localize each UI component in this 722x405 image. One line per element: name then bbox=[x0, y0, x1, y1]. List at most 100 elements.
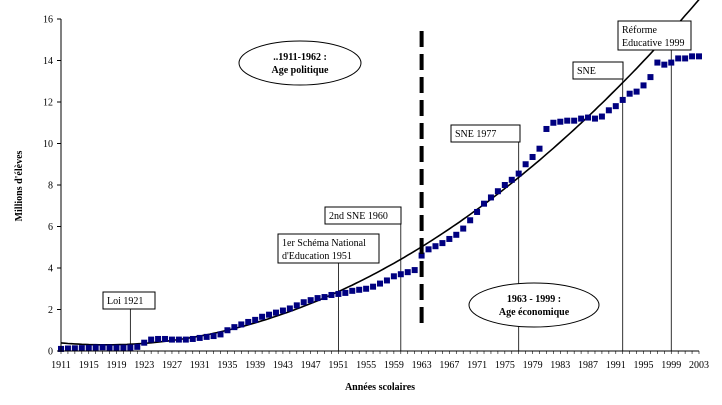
x-tick-label: 1915 bbox=[79, 360, 99, 371]
data-point bbox=[578, 115, 585, 122]
data-point bbox=[370, 283, 377, 290]
data-point bbox=[155, 335, 162, 342]
y-tick-label: 2 bbox=[48, 305, 53, 316]
x-tick-label: 1967 bbox=[439, 360, 459, 371]
data-point bbox=[272, 309, 279, 316]
data-point bbox=[210, 333, 217, 340]
x-tick-label: 1979 bbox=[523, 360, 543, 371]
period-label: Age politique bbox=[272, 65, 330, 76]
data-point bbox=[120, 344, 127, 351]
data-point bbox=[217, 331, 224, 338]
x-tick-label: 1947 bbox=[301, 360, 321, 371]
period-label: ..1911-1962 : bbox=[273, 52, 327, 63]
data-point bbox=[605, 107, 612, 114]
data-point bbox=[494, 188, 501, 195]
data-point bbox=[356, 286, 363, 293]
data-point bbox=[619, 96, 626, 103]
data-point bbox=[92, 344, 99, 351]
annotation-label: Educative 1999 bbox=[622, 38, 684, 49]
data-point bbox=[238, 321, 245, 328]
period-ellipse bbox=[238, 40, 362, 86]
data-point bbox=[307, 297, 314, 304]
data-point bbox=[245, 318, 252, 325]
x-tick-label: 1935 bbox=[217, 360, 237, 371]
data-point bbox=[182, 336, 189, 343]
data-point bbox=[543, 125, 550, 132]
data-point bbox=[85, 344, 92, 351]
data-point bbox=[231, 324, 238, 331]
data-point bbox=[113, 344, 120, 351]
data-point bbox=[467, 217, 474, 224]
annotation-label: 1er Schéma National bbox=[282, 238, 366, 249]
data-point bbox=[529, 153, 536, 160]
data-point bbox=[404, 269, 411, 276]
x-tick-label: 1991 bbox=[606, 360, 626, 371]
data-point bbox=[439, 240, 446, 247]
y-tick-label: 14 bbox=[43, 56, 53, 67]
annotation-label: d'Education 1951 bbox=[282, 251, 352, 262]
data-point bbox=[612, 103, 619, 110]
data-point bbox=[668, 59, 675, 66]
data-point bbox=[196, 334, 203, 341]
x-tick-label: 1911 bbox=[51, 360, 71, 371]
annotation-box bbox=[617, 20, 692, 51]
data-point bbox=[508, 176, 515, 183]
data-point bbox=[654, 59, 661, 66]
data-point bbox=[661, 61, 668, 68]
y-tick-label: 8 bbox=[48, 181, 53, 192]
data-point bbox=[168, 336, 175, 343]
data-point bbox=[550, 119, 557, 126]
data-point bbox=[425, 246, 432, 253]
trend-line bbox=[60, 0, 700, 346]
data-point bbox=[481, 200, 488, 207]
annotation-box bbox=[324, 206, 402, 225]
data-point bbox=[266, 311, 273, 318]
x-tick-label: 1987 bbox=[578, 360, 598, 371]
y-tick-label: 16 bbox=[43, 15, 53, 26]
annotation-label: Réforme bbox=[622, 25, 658, 36]
y-tick-label: 0 bbox=[48, 347, 53, 358]
data-point bbox=[536, 145, 543, 152]
data-point bbox=[675, 55, 682, 62]
y-tick-label: 10 bbox=[43, 139, 53, 150]
data-point bbox=[501, 182, 508, 188]
data-point bbox=[411, 267, 418, 274]
x-tick-label: 1919 bbox=[106, 360, 126, 371]
data-point bbox=[134, 343, 141, 350]
x-tick-label: 1983 bbox=[550, 360, 570, 371]
x-tick-label: 1975 bbox=[495, 360, 515, 371]
data-point bbox=[189, 335, 196, 342]
annotation-box bbox=[572, 61, 624, 80]
y-axis-label: Millions d'élèves bbox=[14, 150, 25, 221]
annotation-label: Loi 1921 bbox=[107, 296, 143, 307]
data-point bbox=[203, 333, 210, 340]
data-point bbox=[321, 294, 328, 301]
data-point bbox=[564, 117, 571, 124]
data-point bbox=[99, 344, 106, 351]
data-point bbox=[71, 345, 78, 352]
data-point bbox=[363, 285, 370, 292]
x-tick-label: 2003 bbox=[689, 360, 709, 371]
data-point bbox=[64, 345, 71, 352]
data-point bbox=[377, 280, 383, 287]
annotation-box bbox=[450, 124, 521, 143]
data-point bbox=[342, 289, 349, 296]
data-point bbox=[335, 290, 342, 297]
data-point bbox=[259, 313, 266, 320]
data-point bbox=[390, 273, 397, 280]
data-point bbox=[591, 115, 598, 122]
y-tick-label: 4 bbox=[48, 264, 53, 275]
data-point bbox=[314, 295, 321, 302]
x-tick-label: 1927 bbox=[162, 360, 182, 371]
data-point bbox=[571, 117, 578, 124]
axes: 0 2 4 6 8 10 12 14 16 1911 1915 1919 1923 1927 1931 193… bbox=[43, 15, 709, 372]
period-labels: ..1911-1962 : Age politique 1963 - 1999 : A… bbox=[238, 40, 600, 328]
x-tick-label: 1939 bbox=[245, 360, 265, 371]
data-point bbox=[162, 335, 169, 342]
data-point bbox=[328, 291, 335, 298]
x-tick-label: 1963 bbox=[412, 360, 432, 371]
x-tick-label: 1955 bbox=[356, 360, 376, 371]
x-tick-label: 1943 bbox=[273, 360, 293, 371]
annotation-label: SNE bbox=[577, 66, 596, 77]
annotation-label: 2nd SNE 1960 bbox=[329, 211, 388, 222]
